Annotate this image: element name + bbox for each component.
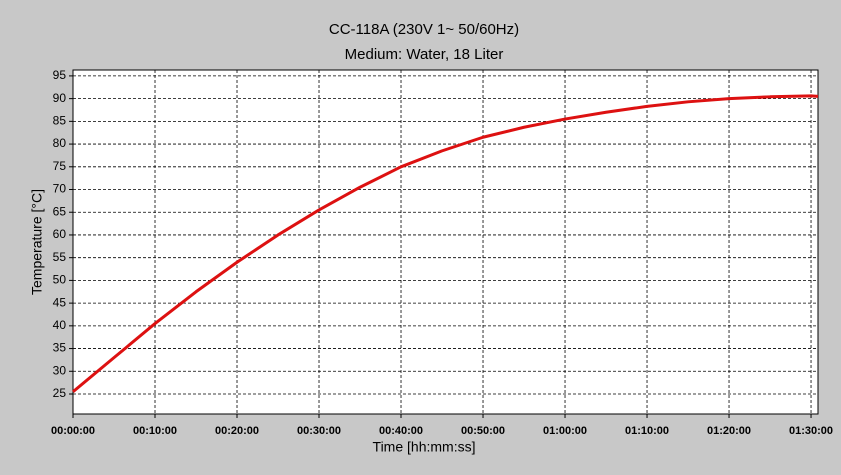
y-tick-label: 60: [53, 227, 67, 241]
x-axis-title: Time [hh:mm:ss]: [373, 439, 476, 455]
y-tick-label: 25: [53, 386, 67, 400]
x-tick-label: 01:30:00: [789, 425, 833, 437]
x-tick-label: 00:50:00: [461, 425, 505, 437]
plot-area: [73, 70, 818, 414]
x-tick-label: 00:30:00: [297, 425, 341, 437]
y-tick-label: 30: [53, 363, 67, 377]
x-tick-label: 01:00:00: [543, 425, 587, 437]
y-tick-label: 35: [53, 341, 67, 355]
y-tick-label: 65: [53, 204, 67, 218]
y-tick-label: 95: [53, 68, 67, 82]
y-tick-label: 85: [53, 114, 67, 128]
y-axis-title: Temperature [°C]: [29, 189, 45, 295]
y-tick-label: 70: [53, 182, 67, 196]
x-tick-label: 00:40:00: [379, 425, 423, 437]
y-tick-label: 80: [53, 136, 67, 150]
y-tick-label: 90: [53, 91, 67, 105]
y-tick-label: 50: [53, 273, 67, 287]
x-tick-label: 00:20:00: [215, 425, 259, 437]
chart-title: CC-118A (230V 1~ 50/60Hz): [329, 21, 519, 38]
y-tick-label: 40: [53, 318, 67, 332]
x-tick-label: 00:10:00: [133, 425, 177, 437]
y-tick-label: 55: [53, 250, 67, 264]
data-line: [72, 94, 819, 393]
y-tick-label: 45: [53, 295, 67, 309]
x-tick-label: 01:20:00: [707, 425, 751, 437]
x-tick-label: 00:00:00: [51, 425, 95, 437]
chart-subtitle: Medium: Water, 18 Liter: [345, 46, 504, 63]
plot-border: [72, 69, 819, 415]
y-tick-label: 75: [53, 159, 67, 173]
x-tick-label: 01:10:00: [625, 425, 669, 437]
